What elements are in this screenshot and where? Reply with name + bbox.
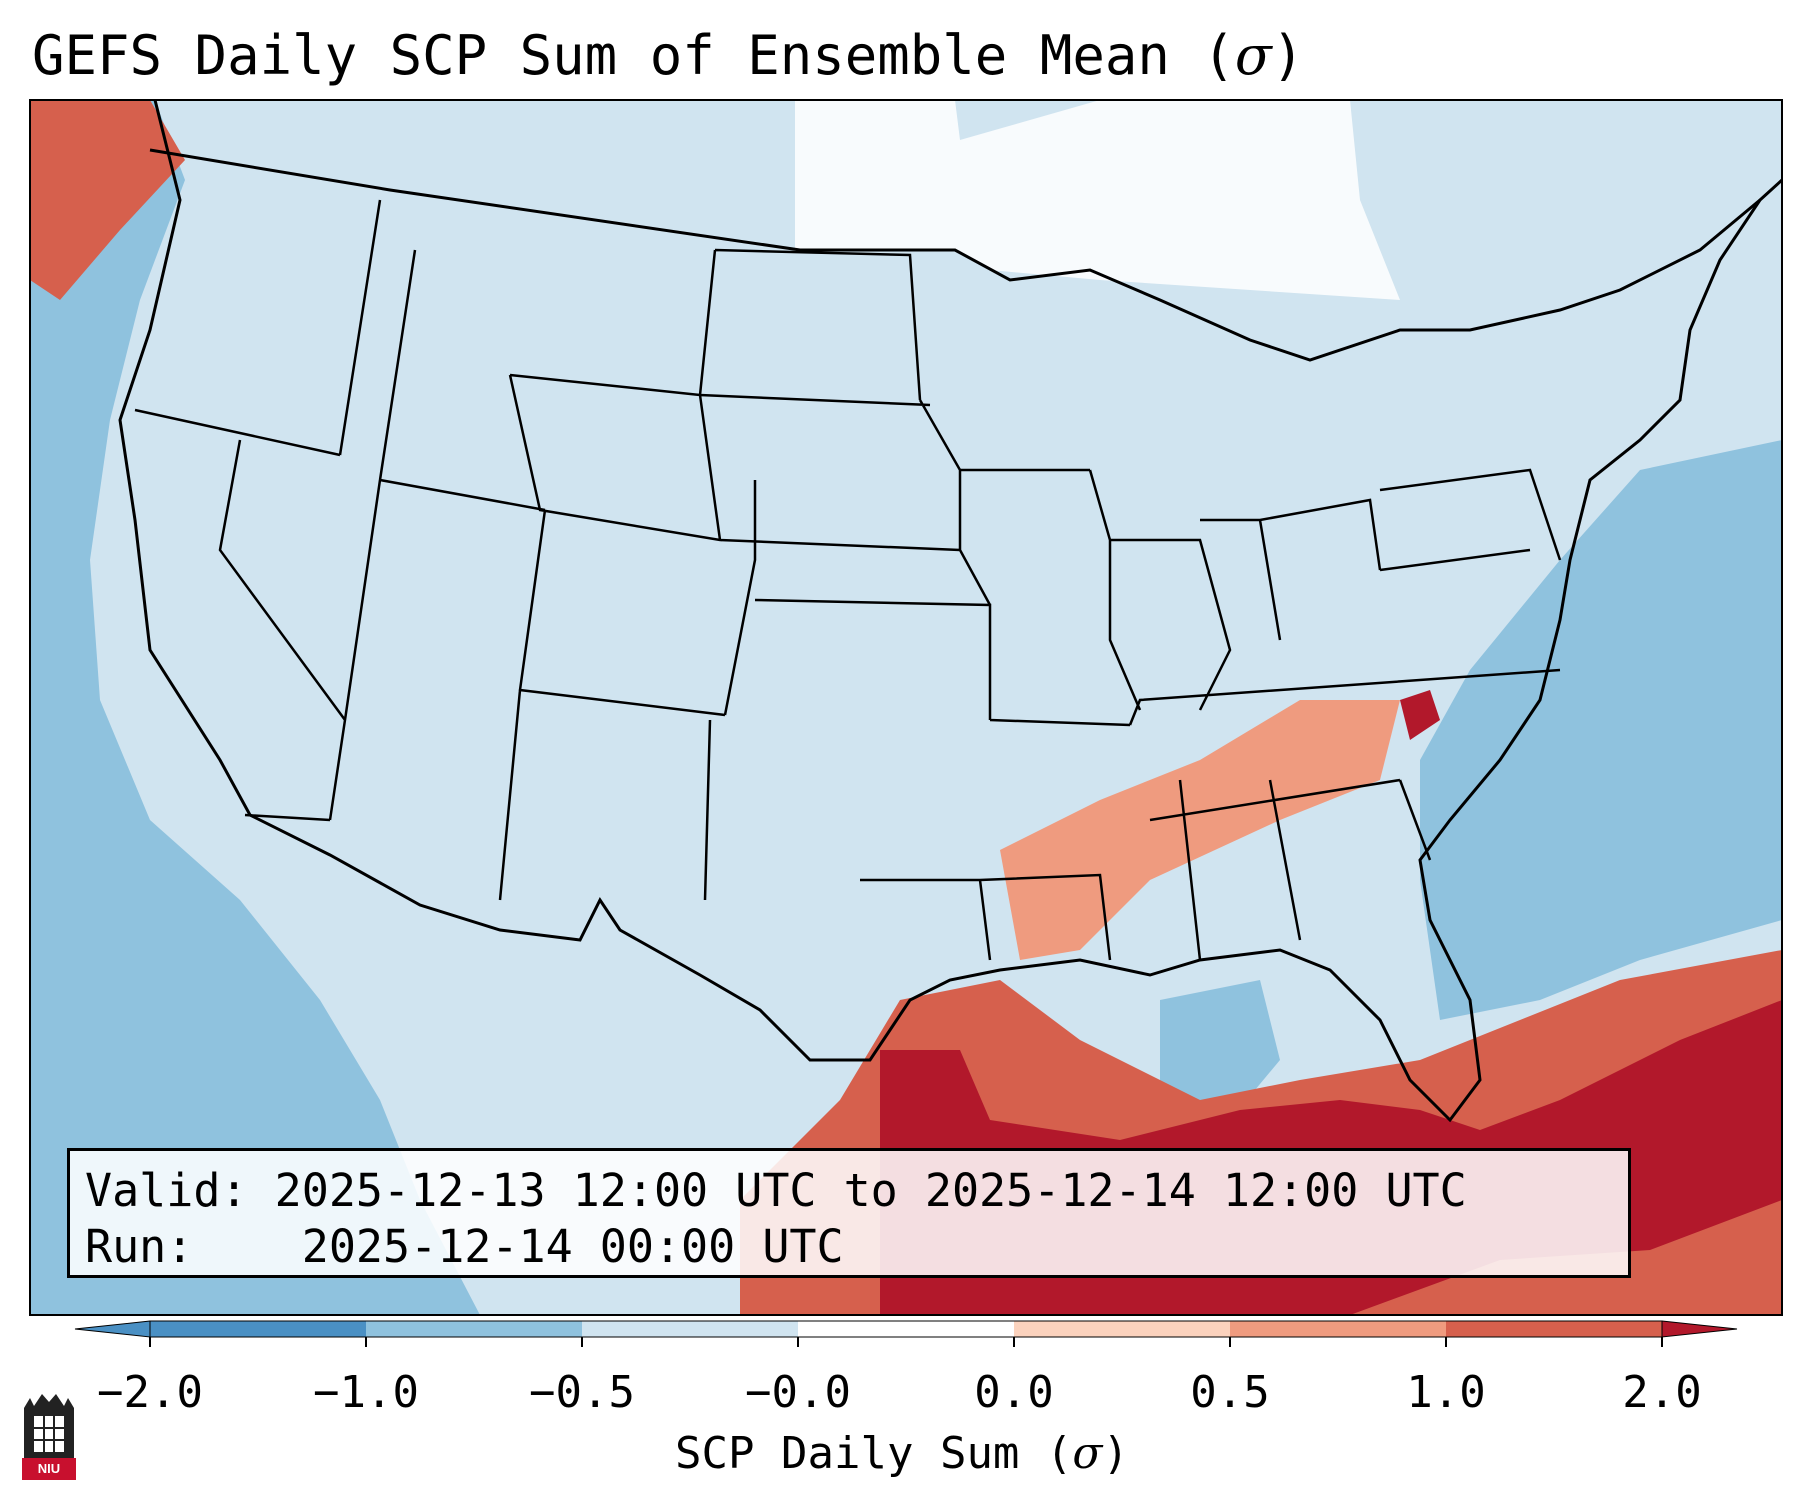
gulf-ocean	[1160, 980, 1280, 1120]
niu-logo: NIU	[20, 1390, 78, 1482]
colorbar-segment	[582, 1321, 799, 1337]
state-borders	[134, 199, 1562, 961]
canada-border	[149, 148, 1761, 362]
colorbar-tick-label: −1.0	[313, 1367, 419, 1418]
colorbar-tick-label: 0.0	[974, 1367, 1054, 1418]
colorbar-segment	[1446, 1321, 1663, 1337]
colorbar-label-sigma: σ	[1072, 1428, 1103, 1479]
colorbar-tick-label: −0.5	[529, 1367, 635, 1418]
southeast-spot	[1400, 690, 1440, 740]
pacific-ocean	[30, 100, 480, 1315]
colorbar-tick-label: 2.0	[1622, 1367, 1702, 1418]
southeast-red-area	[1000, 700, 1400, 960]
colorbar-tick-label: −0.0	[745, 1367, 851, 1418]
page-title: GEFS Daily SCP Sum of Ensemble Mean (σ)	[32, 24, 1304, 88]
colorbar-tick-label: −2.0	[97, 1367, 203, 1418]
title-close: )	[1271, 24, 1305, 87]
colorbar-segment	[366, 1321, 583, 1337]
colorbar-label: SCP Daily Sum (σ)	[675, 1426, 1129, 1482]
valid-label: Valid:	[85, 1164, 248, 1217]
colorbar-tick-label: 0.5	[1190, 1367, 1270, 1418]
colorbar-segment	[1014, 1321, 1231, 1337]
atlantic-ocean	[1420, 440, 1782, 1020]
us-outline	[118, 100, 1782, 1123]
validity-info-box: Valid: 2025-12-13 12:00 UTC to 2025-12-1…	[67, 1148, 1631, 1278]
title-sigma: σ	[1234, 24, 1272, 87]
colorbar-segment	[150, 1321, 367, 1337]
valid-value: 2025-12-13 12:00 UTC to 2025-12-14 12:00…	[274, 1164, 1467, 1217]
map-frame	[29, 99, 1783, 1316]
colorbar-label-text: SCP Daily Sum (	[675, 1428, 1073, 1479]
northwest-red-area	[30, 100, 185, 300]
logo-tower-icon	[22, 1394, 76, 1480]
colorbar-extend-high	[1661, 1320, 1738, 1338]
colorbar-label-close: )	[1102, 1428, 1129, 1479]
colorbar-segment	[1230, 1321, 1447, 1337]
logo-text: NIU	[37, 1461, 61, 1476]
run-label: Run:	[85, 1220, 194, 1273]
run-value: 2025-12-14 00:00 UTC	[301, 1220, 844, 1273]
colorbar-segment	[798, 1321, 1015, 1337]
colorbar-outline	[149, 1320, 1663, 1338]
title-text: GEFS Daily SCP Sum of Ensemble Mean (	[32, 24, 1235, 87]
colorbar-extend-low	[74, 1320, 151, 1338]
colorbar-tick-label: 1.0	[1406, 1367, 1486, 1418]
